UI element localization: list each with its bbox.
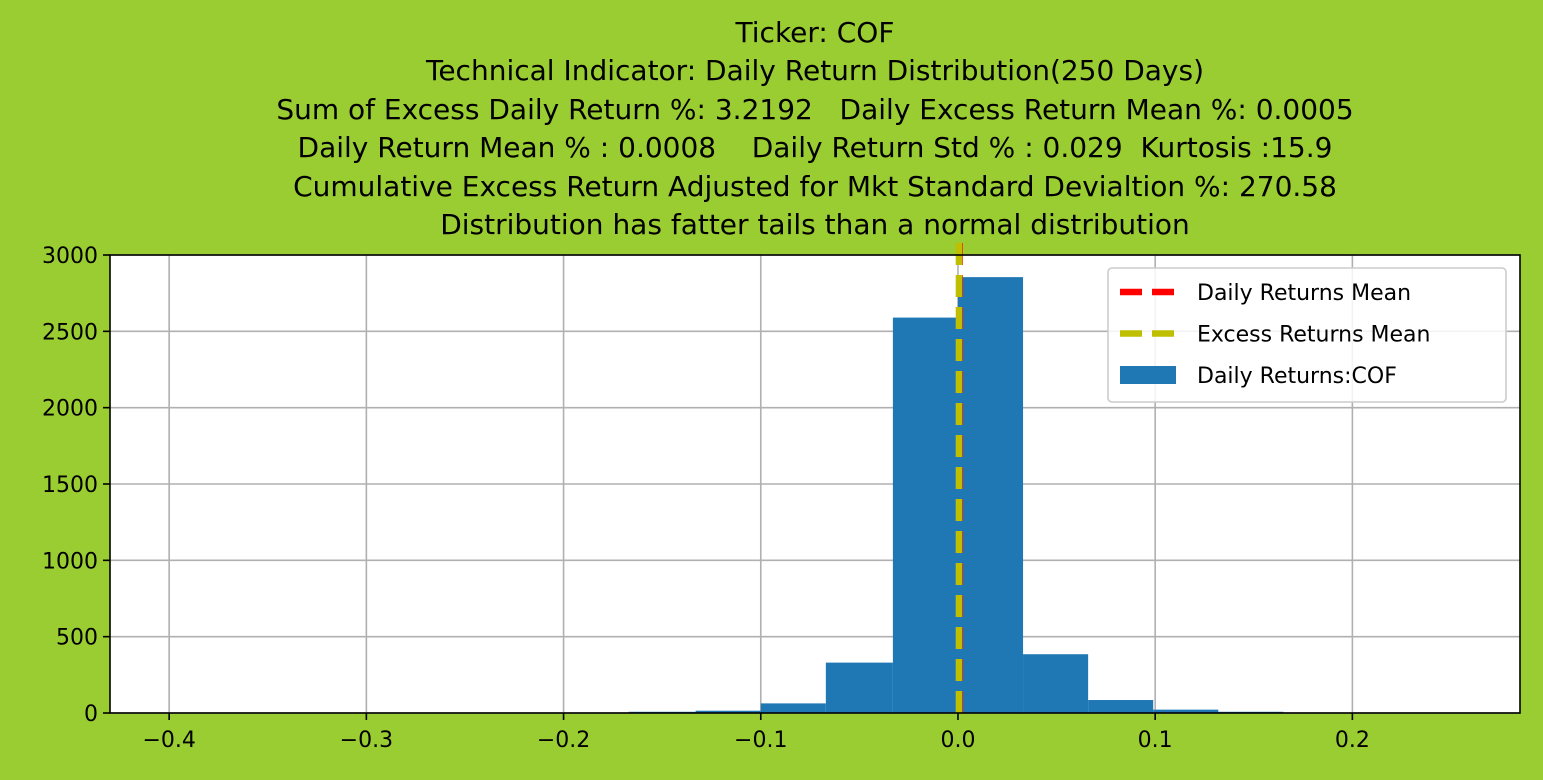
mean-lines bbox=[955, 243, 963, 713]
histogram-bars bbox=[173, 277, 1479, 713]
title-line-distribution-note: Distribution has fatter tails than a nor… bbox=[440, 208, 1190, 242]
title-line-excess-sum: Sum of Excess Daily Return %: 3.2192 Dai… bbox=[276, 92, 1354, 126]
title-line-ticker: Ticker: COF bbox=[735, 16, 895, 49]
x-tick-label: −0.1 bbox=[734, 728, 787, 753]
axis-ticks: −0.4 −0.3 −0.2 −0.1 0.0 0.1 0.2 0 500 1000 1500 200… bbox=[42, 244, 1370, 753]
histogram-bar bbox=[825, 662, 893, 713]
histogram-bar bbox=[957, 277, 1024, 713]
histogram-bar bbox=[1153, 709, 1219, 713]
histogram-bar bbox=[892, 317, 958, 713]
title-line-indicator: Technical Indicator: Daily Return Distri… bbox=[425, 54, 1205, 88]
y-tick-label: 1000 bbox=[42, 549, 98, 574]
x-tick-label: 0.0 bbox=[940, 728, 975, 753]
histogram-bar bbox=[695, 710, 761, 713]
chart-title: Ticker: COF Technical Indicator: Daily R… bbox=[110, 14, 1520, 244]
legend-label: Daily Returns:COF bbox=[1197, 364, 1397, 389]
y-tick-label: 2500 bbox=[42, 320, 98, 345]
legend-patch-swatch bbox=[1120, 366, 1176, 384]
legend-label: Excess Returns Mean bbox=[1197, 323, 1430, 348]
x-tick-label: −0.3 bbox=[340, 728, 393, 753]
y-tick-label: 3000 bbox=[42, 244, 98, 269]
legend-label: Daily Returns Mean bbox=[1197, 281, 1411, 306]
x-tick-label: 0.1 bbox=[1138, 728, 1173, 753]
histogram-bar bbox=[1088, 700, 1154, 713]
legend: Daily Returns Mean Excess Returns Mean Dai… bbox=[1107, 267, 1507, 403]
legend-box bbox=[1107, 267, 1507, 403]
histogram-bar bbox=[760, 703, 826, 713]
x-tick-label: −0.2 bbox=[537, 728, 590, 753]
y-tick-label: 0 bbox=[84, 702, 98, 727]
x-tick-label: −0.4 bbox=[142, 728, 195, 753]
x-tick-label: 0.2 bbox=[1335, 728, 1370, 753]
y-tick-label: 1500 bbox=[42, 473, 98, 498]
histogram-bar bbox=[1023, 654, 1089, 713]
title-line-cumulative-excess: Cumulative Excess Return Adjusted for Mk… bbox=[293, 169, 1337, 203]
y-tick-label: 500 bbox=[56, 626, 98, 651]
y-tick-label: 2000 bbox=[42, 397, 98, 422]
title-line-return-stats: Daily Return Mean % : 0.0008 Daily Retur… bbox=[297, 131, 1333, 165]
